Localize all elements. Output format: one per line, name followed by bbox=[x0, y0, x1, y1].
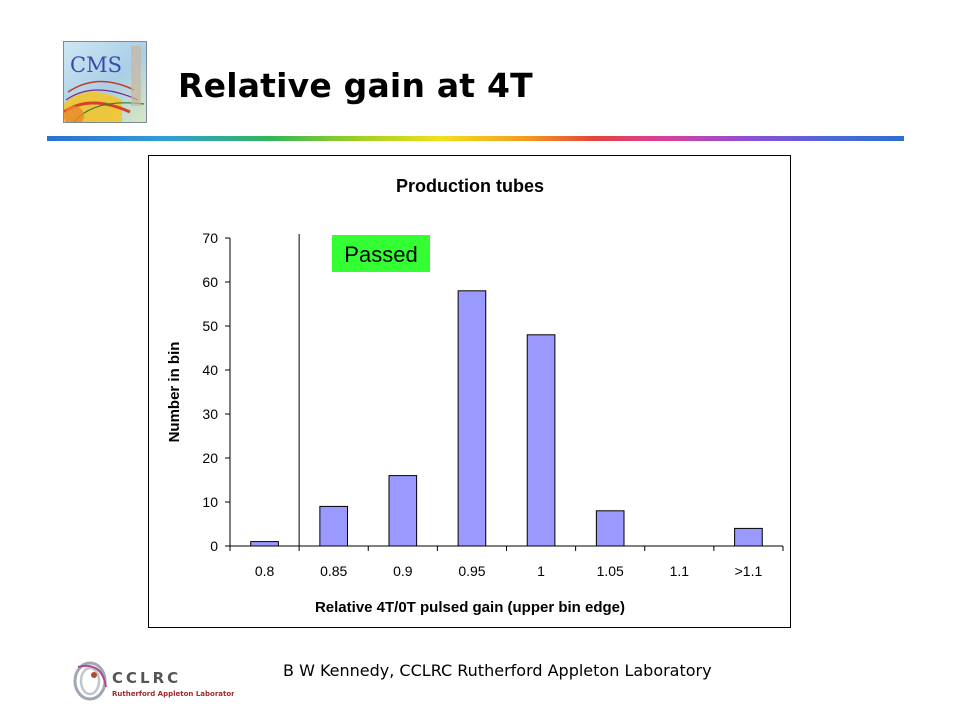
bar bbox=[457, 290, 487, 547]
cms-logo-text: CMS bbox=[70, 53, 122, 77]
bar bbox=[734, 527, 763, 547]
slide-title: Relative gain at 4T bbox=[178, 66, 533, 105]
passed-annotation: Passed bbox=[344, 242, 417, 267]
y-axis: 0 10 20 30 40 50 60 70 bbox=[202, 230, 231, 554]
bar bbox=[319, 505, 349, 547]
x-axis-label: Relative 4T/0T pulsed gain (upper bin ed… bbox=[315, 599, 625, 616]
bar bbox=[388, 475, 418, 547]
y-axis-label: Number in bin bbox=[166, 342, 183, 443]
bar bbox=[526, 334, 556, 547]
x-tick-label: 1.05 bbox=[597, 563, 624, 579]
bar bbox=[250, 541, 279, 547]
x-tick-label: >1.1 bbox=[735, 563, 763, 579]
chart-svg: Production tubes 0 10 20 30 40 50 60 70 0.8 0.85… bbox=[166, 176, 784, 616]
y-tick-label: 50 bbox=[202, 318, 218, 334]
cms-logo: CMS bbox=[63, 41, 147, 126]
x-axis: 0.8 0.85 0.9 0.95 1 1.05 1.1 >1.1 bbox=[229, 545, 784, 579]
y-tick-label: 10 bbox=[202, 494, 218, 510]
y-tick-label: 0 bbox=[210, 538, 218, 554]
x-tick-label: 0.8 bbox=[255, 563, 275, 579]
bar bbox=[595, 510, 625, 547]
footer-credit: B W Kennedy, CCLRC Rutherford Appleton L… bbox=[283, 661, 712, 680]
bars bbox=[250, 290, 763, 547]
chart-title: Production tubes bbox=[396, 176, 544, 196]
x-tick-label: 1 bbox=[537, 563, 545, 579]
x-tick-label: 0.9 bbox=[393, 563, 413, 579]
x-tick-label: 0.95 bbox=[458, 563, 485, 579]
chart-panel: Production tubes 0 10 20 30 40 50 60 70 0.8 0.85… bbox=[148, 155, 791, 628]
x-tick-label: 1.1 bbox=[670, 563, 690, 579]
cclrc-logo-subtext: Rutherford Appleton Laboratory bbox=[112, 690, 234, 698]
passed-annotation-box bbox=[332, 235, 430, 272]
title-rule bbox=[47, 136, 904, 141]
y-tick-label: 20 bbox=[202, 450, 218, 466]
y-tick-label: 40 bbox=[202, 362, 218, 378]
cclrc-logo: CCLRC Rutherford Appleton Laboratory bbox=[72, 657, 240, 705]
y-tick-label: 70 bbox=[202, 230, 218, 246]
y-tick-label: 30 bbox=[202, 406, 218, 422]
y-tick-label: 60 bbox=[202, 274, 218, 290]
cclrc-logo-text: CCLRC bbox=[112, 669, 181, 687]
x-tick-label: 0.85 bbox=[320, 563, 347, 579]
